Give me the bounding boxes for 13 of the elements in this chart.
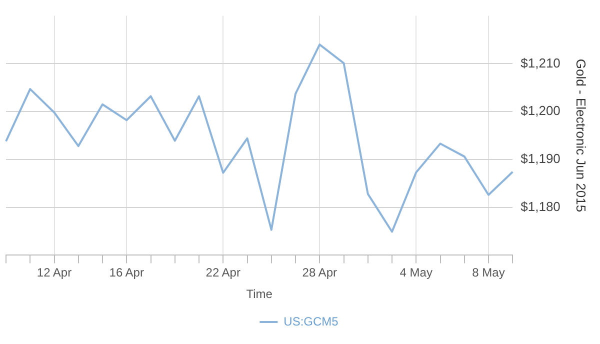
y-tick-label: $1,210 xyxy=(520,55,560,70)
y-axis-title: Gold - Electronic Jun 2015 xyxy=(574,58,589,212)
x-tick-label: 4 May xyxy=(400,266,432,280)
x-tick-label: 12 Apr xyxy=(36,266,72,280)
x-tick-label: 28 Apr xyxy=(302,266,337,280)
x-tick-label: 8 May xyxy=(472,266,505,280)
x-tick-label: 16 Apr xyxy=(109,266,144,280)
x-tick-label: 22 Apr xyxy=(206,266,240,280)
y-tick-label: $1,180 xyxy=(520,198,560,214)
legend-label: US:GCM5 xyxy=(284,314,339,328)
y-tick-label: $1,190 xyxy=(520,151,560,166)
x-axis-title: Time xyxy=(246,287,273,302)
y-tick-label: $1,200 xyxy=(520,103,560,118)
